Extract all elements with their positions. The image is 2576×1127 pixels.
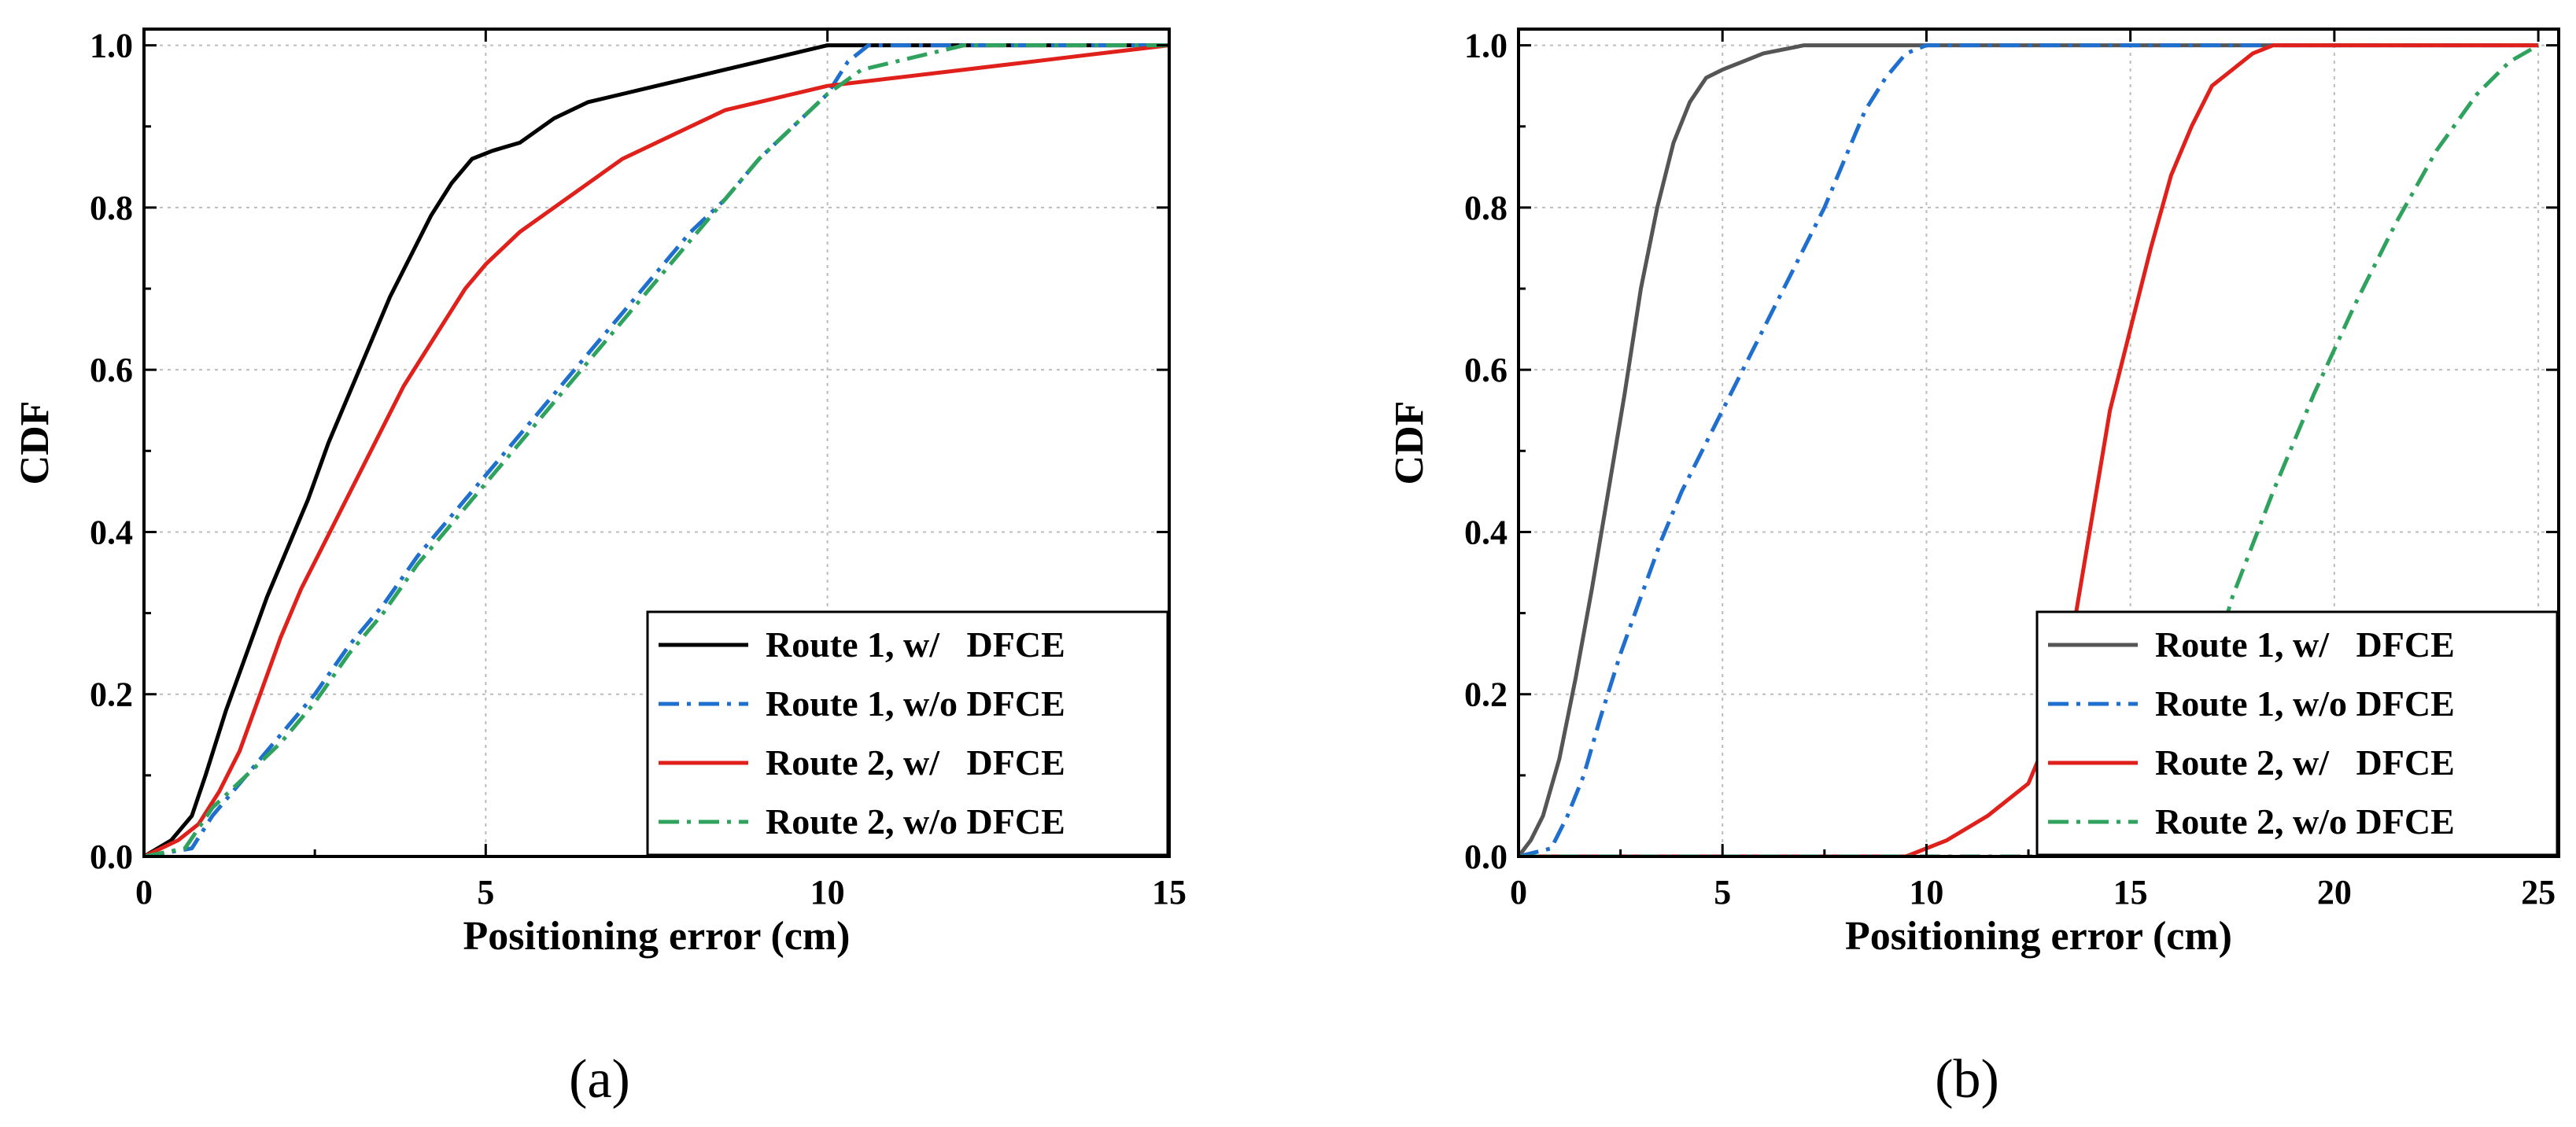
panel-caption: (a) [569, 1049, 630, 1110]
series-line-1 [1519, 43, 2539, 856]
series-line-1 [144, 43, 1169, 856]
x-tick-label: 25 [2521, 873, 2556, 912]
legend-label-3: Route 2, w/ DFCE [766, 742, 1065, 783]
y-axis-title: CDF [1387, 401, 1432, 485]
legend-label-3: Route 2, w/ DFCE [2155, 742, 2455, 783]
series-line-3 [1519, 43, 2539, 856]
x-tick-label: 0 [135, 873, 153, 912]
plot-frame [1517, 28, 2560, 858]
legend-box [2035, 610, 2559, 856]
y-tick-label: 1.0 [1464, 27, 1508, 65]
y-tick-label: 0.6 [1464, 351, 1508, 389]
x-tick-label: 0 [1510, 873, 1527, 912]
x-axis-title: Positioning error (cm) [1845, 914, 2232, 959]
x-tick-label: 5 [1714, 873, 1731, 912]
legend-label-2: Route 1, w/o DFCE [2155, 683, 2455, 724]
series-line-2 [144, 43, 1169, 856]
legend: Route 1, w/ DFCE Route 1, w/o DFCE Route 2… [2035, 610, 2559, 856]
legend-box [646, 610, 1169, 856]
x-tick-label: 10 [810, 873, 845, 912]
panel-caption: (b) [1935, 1049, 1999, 1110]
y-tick-label: 0.2 [1464, 676, 1508, 714]
x-tick-label: 20 [2317, 873, 2352, 912]
y-tick-label: 0.2 [90, 676, 133, 714]
y-tick-label: 0.4 [90, 513, 133, 551]
y-tick-label: 0.8 [90, 189, 133, 227]
y-tick-label: 0.8 [1464, 189, 1508, 227]
chart-panel-a: 0 5 10 15 0.0 0.2 0.4 0.6 0.8 1.0 Positioning erro… [13, 27, 1187, 1110]
x-tick-label: 10 [1909, 873, 1943, 912]
series-line-3 [144, 43, 1169, 856]
legend-label-4: Route 2, w/o DFCE [2155, 801, 2455, 842]
x-tick-label: 15 [1152, 873, 1187, 912]
series-line-4 [144, 43, 1169, 856]
y-tick-label: 0.0 [90, 838, 133, 876]
series-line-2 [1519, 43, 2539, 856]
y-tick-label: 0.0 [1464, 838, 1508, 876]
y-tick-label: 1.0 [90, 27, 133, 65]
y-tick-label: 0.6 [90, 351, 133, 389]
chart-panel-b: 0 5 10 15 20 25 0.0 0.2 0.4 0.6 0.8 1.0 Positioning … [1387, 27, 2560, 1110]
x-axis-title: Positioning error (cm) [463, 914, 851, 959]
legend-label-1: Route 1, w/ DFCE [2155, 624, 2455, 665]
legend-label-4: Route 2, w/o DFCE [766, 801, 1065, 842]
x-tick-label: 15 [2113, 873, 2148, 912]
x-tick-label: 5 [477, 873, 494, 912]
legend: Route 1, w/ DFCE Route 1, w/o DFCE Route 2… [646, 610, 1169, 856]
y-axis-title: CDF [13, 401, 57, 485]
y-tick-label: 0.4 [1464, 513, 1508, 551]
legend-label-2: Route 1, w/o DFCE [766, 683, 1065, 724]
legend-label-1: Route 1, w/ DFCE [766, 624, 1065, 665]
